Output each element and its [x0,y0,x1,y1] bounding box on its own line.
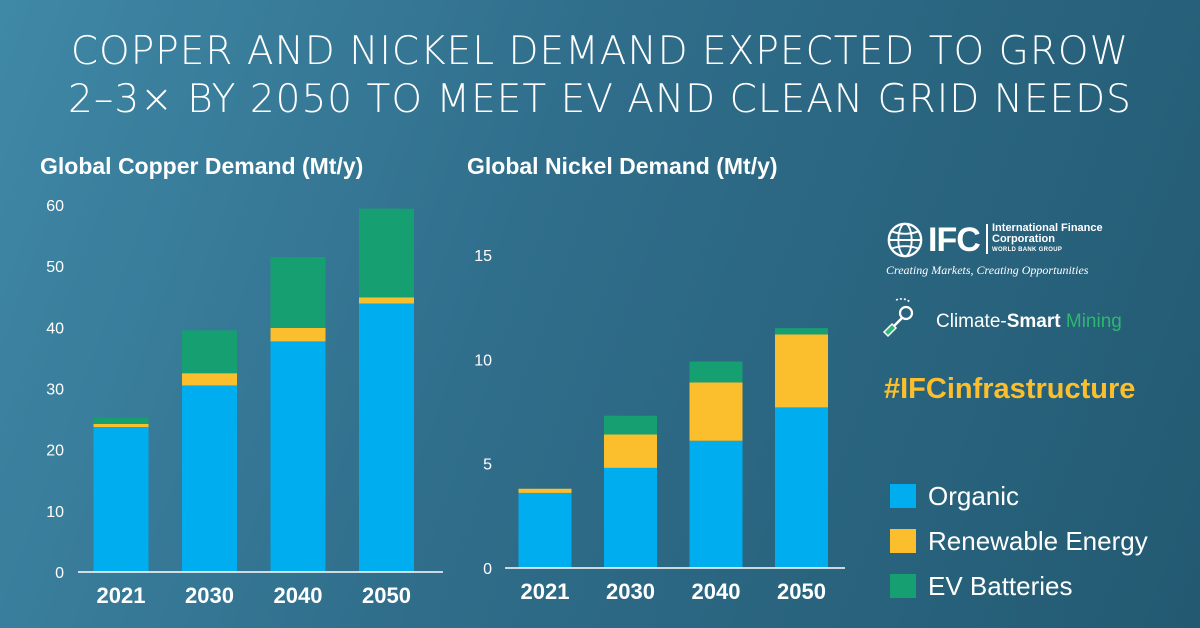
ifc-divider [986,224,988,254]
nickel-xtick-label-2050: 2050 [777,579,826,604]
csm-part-mining: Mining [1060,311,1122,332]
legend-swatch-ev [890,574,916,598]
main-title-line2: 2–3× BY 2050 TO MEET EV AND CLEAN GRID N… [68,77,1132,122]
copper-ytick-label: 60 [46,198,64,215]
legend-label-renewable: Renewable Energy [928,526,1148,556]
copper-bar-ev-2040 [270,256,326,328]
copper-ytick-label: 0 [55,565,64,582]
copper-xtick-label-2021: 2021 [97,583,146,608]
copper-bar-organic-2050 [359,303,414,572]
copper-xtick-label-2050: 2050 [362,583,411,608]
legend-swatch-renewable [890,529,916,553]
csm-part-smart: Smart [1006,311,1061,332]
nickel-bar-organic-2040 [689,440,743,568]
hashtag: #IFCinfrastructure [884,373,1136,405]
legend-swatch-organic [890,484,916,508]
lightbulb-shovel-icon [882,298,914,338]
copper-chart-title: Global Copper Demand (Mt/y) [40,153,364,179]
nickel-bar-ev-2050 [775,328,828,335]
nickel-bar-renewable-2021 [518,488,572,493]
main-title-line1: COPPER AND NICKEL DEMAND EXPECTED TO GRO… [70,29,1130,74]
climate-smart-mining-text: Climate-Smart Mining [936,311,1122,333]
copper-bar-renewable-2050 [359,297,414,304]
nickel-demand-chart: 0 5 10 15 2021 2030 2040 2050 [474,248,845,604]
csm-part-climate: Climate- [936,311,1007,332]
ifc-logo: IFC International Finance Corporation WO… [886,218,1116,278]
copper-bar-organic-2040 [270,341,326,572]
copper-xtick-label-2030: 2030 [185,583,234,608]
nickel-bar-organic-2030 [604,467,657,568]
copper-ytick-label: 30 [46,382,64,399]
copper-ytick-label: 40 [46,320,64,337]
copper-bar-renewable-2030 [182,373,237,386]
nickel-ytick-label: 5 [483,457,492,474]
nickel-bar-renewable-2040 [689,382,743,441]
copper-bar-renewable-2040 [270,327,326,342]
copper-ytick-label: 50 [46,259,64,276]
copper-bar-organic-2030 [182,385,237,572]
globe-icon [887,222,923,258]
ifc-tagline: Creating Markets, Creating Opportunities [886,263,1089,277]
copper-bar-ev-2050 [359,208,414,298]
nickel-bar-renewable-2050 [775,334,828,408]
nickel-xtick-label-2021: 2021 [521,579,570,604]
nickel-ytick-label: 0 [483,561,492,578]
copper-bar-renewable-2021 [93,423,149,428]
legend-label-organic: Organic [928,481,1020,511]
copper-bar-ev-2030 [182,330,237,374]
nickel-chart-title: Global Nickel Demand (Mt/y) [467,153,778,179]
ifc-group: WORLD BANK GROUP [992,247,1063,253]
nickel-ytick-label: 15 [474,248,492,265]
nickel-bar-organic-2021 [518,492,572,568]
nickel-bar-ev-2040 [689,361,743,383]
copper-ytick-label: 10 [46,504,64,521]
nickel-xtick-label-2040: 2040 [692,579,741,604]
legend-label-ev: EV Batteries [928,571,1073,601]
nickel-bar-ev-2030 [604,415,657,435]
nickel-bar-renewable-2030 [604,434,657,468]
main-title: COPPER AND NICKEL DEMAND EXPECTED TO GRO… [0,28,1200,124]
copper-xtick-label-2040: 2040 [274,583,323,608]
nickel-bar-organic-2050 [775,407,828,568]
nickel-xtick-label-2030: 2030 [606,579,655,604]
nickel-ytick-label: 10 [474,352,492,369]
ifc-name: International Finance Corporation [992,222,1103,245]
copper-bar-organic-2021 [93,427,149,572]
copper-bar-ev-2021 [93,417,149,424]
climate-smart-mining-logo: Climate-Smart Mining [880,296,1130,340]
ifc-letters: IFC [928,221,981,259]
copper-ytick-label: 20 [46,443,64,460]
